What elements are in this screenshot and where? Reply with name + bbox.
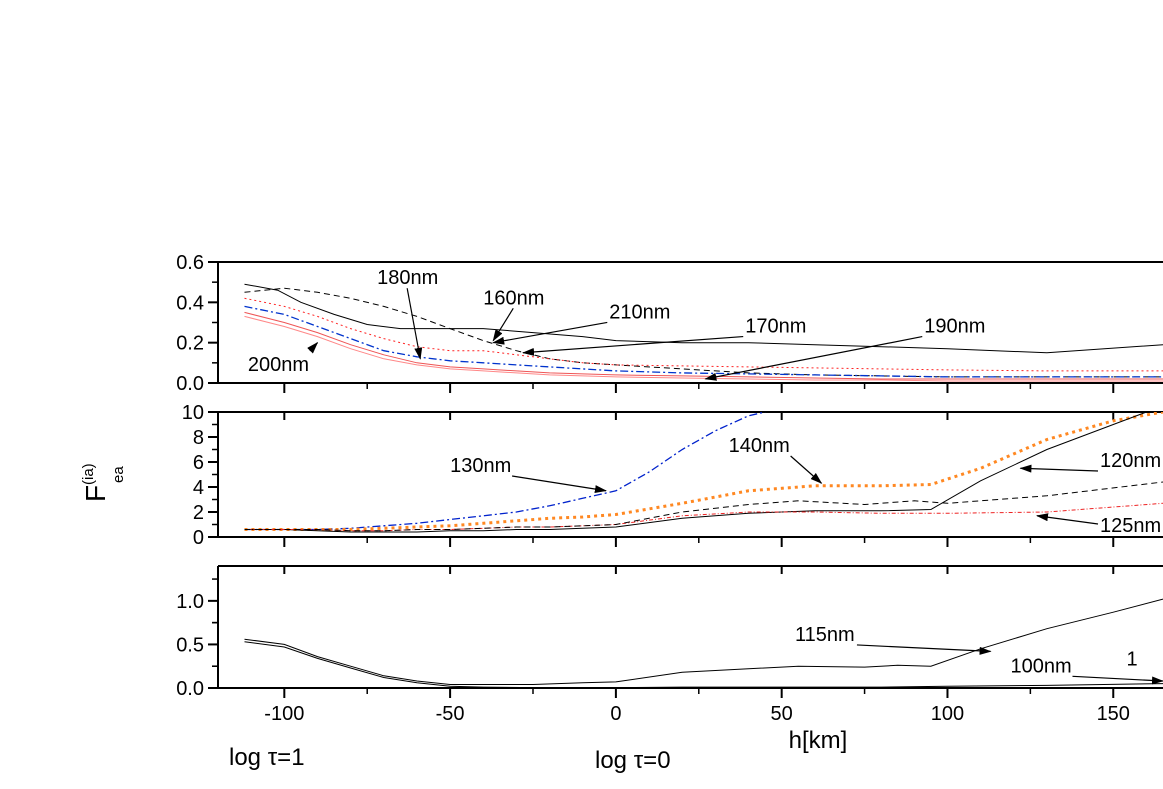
y-tick-label-middle-4: 8 [193, 427, 204, 449]
x-tick-label-5: 150 [1097, 703, 1130, 725]
annotation-label-bottom-100nm: 100nm [1010, 655, 1071, 677]
annotation-label-top-160nm: 160nm [483, 287, 544, 309]
y-axis-title-sup: (ia) [80, 463, 97, 485]
annotation-label-middle-125nm: 125nm [1100, 515, 1161, 537]
series-line-top-170nm [244, 305, 1163, 378]
y-tick-label-middle-2: 4 [193, 477, 204, 499]
series-line-top-210nm [244, 297, 1163, 372]
annotation-label-top-190nm: 190nm [924, 316, 985, 338]
y-tick-label-bottom-1: 0.5 [176, 634, 204, 656]
y-tick-label-middle-1: 2 [193, 502, 204, 524]
y-tick-label-bottom-2: 1.0 [176, 591, 204, 613]
annotation-arrow-middle-130nm [512, 475, 607, 493]
log-tau-1-label: log τ=1 [229, 744, 305, 771]
annotation-label-middle-140nm: 140nm [729, 435, 790, 457]
y-tick-label-top-2: 0.4 [176, 292, 204, 314]
annotation-label-top-210nm: 210nm [609, 301, 670, 323]
x-tick-label-1: -50 [436, 703, 465, 725]
annotation-arrow-middle-140nm [790, 455, 823, 484]
annotation-arrow-top-160nm [492, 308, 514, 342]
y-tick-label-top-0: 0.0 [176, 373, 204, 395]
series-line-middle-130nm [244, 412, 766, 531]
series-line-bottom-100nm [244, 641, 1163, 688]
series-line-middle-unlabeled-4 [244, 481, 1163, 532]
annotation-label-top-200nm: 200nm [248, 354, 309, 376]
annotation-arrow-top-210nm [492, 321, 608, 345]
y-tick-label-middle-3: 6 [193, 452, 204, 474]
series-line-top-180nm [244, 283, 1163, 354]
x-tick-label-0: -100 [264, 703, 304, 725]
log-tau-0-label: log τ=0 [595, 747, 671, 774]
annotation-arrow-top-180nm [406, 288, 423, 360]
y-axis-title-sub: ea [110, 466, 127, 483]
x-tick-label-3: 50 [771, 703, 793, 725]
panel-bottom: 0.0 0.5 1.0 115nm 100nm 1 [176, 565, 1163, 700]
y-tick-label-bottom-0: 0.0 [176, 678, 204, 700]
series-line-middle-140nm [244, 412, 1163, 531]
annotation-arrow-top-200nm [307, 341, 319, 354]
panel-top: 0.0 0.2 0.4 0.6 180nm 160nm 210nm 170nm 190nm 200… [176, 252, 1163, 395]
series-line-bottom-115nm [244, 598, 1163, 685]
annotation-label-top-180nm: 180nm [377, 267, 438, 289]
annotation-arrow-middle-120nm [1019, 464, 1099, 473]
y-tick-label-middle-5: 10 [182, 402, 204, 424]
x-tick-label-2: 0 [610, 703, 621, 725]
y-axis-title: F (ia) ea [80, 463, 127, 502]
y-tick-label-top-3: 0.6 [176, 252, 204, 274]
series-group-top [244, 283, 1163, 382]
annotation-label-top-170nm: 170nm [745, 316, 806, 338]
series-line-middle-120nm [244, 412, 1147, 533]
series-line-top-200nm [244, 315, 1163, 382]
x-axis-title: h[km] [789, 727, 848, 754]
y-tick-label-top-1: 0.2 [176, 333, 204, 355]
panel-middle: 0 2 4 6 8 10 130nm 140nm 120nm 125nm [182, 402, 1163, 549]
annotation-label-middle-120nm: 120nm [1100, 450, 1161, 472]
series-group-middle [244, 412, 1163, 533]
annotation-arrow-bottom-100nm [1072, 675, 1163, 685]
series-group-bottom [244, 598, 1163, 688]
series-line-top-190nm [244, 311, 1163, 380]
annotation-arrow-middle-125nm [1036, 513, 1099, 525]
series-line-top-160nm [244, 287, 1163, 378]
x-tick-label-4: 100 [931, 703, 964, 725]
annotation-label-bottom-1: 1 [1127, 648, 1138, 670]
annotation-arrow-top-170nm [522, 335, 744, 356]
annotation-arrow-bottom-115nm [856, 644, 992, 655]
annotation-label-middle-130nm: 130nm [450, 455, 511, 477]
annotation-arrow-top-190nm [704, 335, 923, 381]
y-axis-title-main: F [80, 485, 111, 502]
y-tick-label-middle-0: 0 [193, 527, 204, 549]
annotation-label-bottom-115nm: 115nm [795, 624, 855, 646]
